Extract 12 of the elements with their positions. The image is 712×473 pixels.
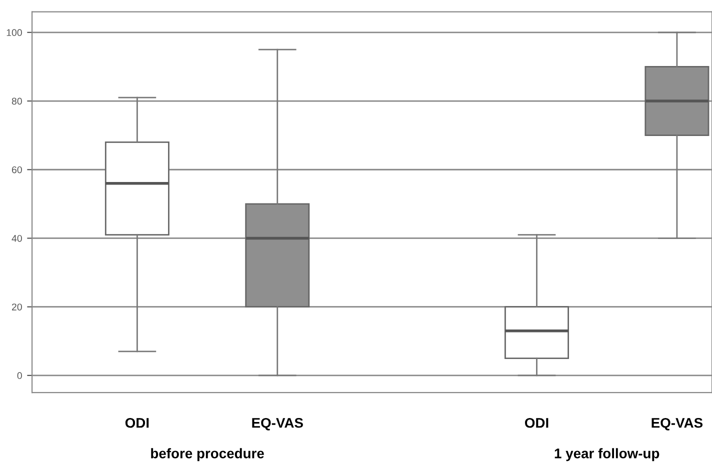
text: before procedure [151,448,264,462]
y-tick-label: 20 [12,304,22,310]
text: 1 year follow-up [554,448,660,462]
x-tick-label: EQ-VAS [652,418,703,430]
y-tick-label: 60 [12,166,22,174]
y-tick-label: 40 [12,234,22,242]
y-tick-label: 100 [6,29,22,36]
x-tick-label: ODI [524,418,548,428]
y-tick-label: 80 [12,98,22,105]
x-tick-label: EQ-VAS [252,418,303,430]
x-tick-label: ODI [125,418,149,428]
y-tick-label: 0 [17,372,22,380]
